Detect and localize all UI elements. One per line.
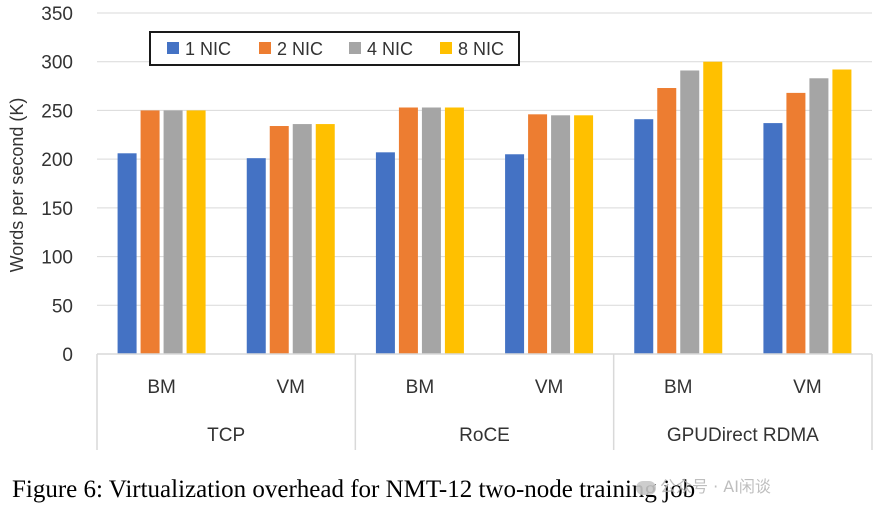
figure-caption: Figure 6: Virtualization overhead for NM… xyxy=(12,476,696,503)
category-label: VM xyxy=(793,377,822,398)
legend-swatch xyxy=(167,42,179,54)
bar-4-nic xyxy=(551,115,571,354)
legend-label: 4 NIC xyxy=(367,39,413,59)
bar-4-nic xyxy=(421,107,441,355)
category-axis: BM VM BM VM BM VM TCP RoCE GPUDirect RDMA xyxy=(96,353,873,450)
bar-8-nic xyxy=(832,69,852,354)
legend-label: 8 NIC xyxy=(458,39,504,59)
y-tick-label: 250 xyxy=(41,101,73,122)
chat-bubble-icon xyxy=(636,480,656,495)
bar-8-nic xyxy=(703,61,723,354)
legend: 1 NIC 2 NIC 4 NIC 8 NIC xyxy=(149,31,520,66)
category-label: VM xyxy=(535,377,564,398)
y-tick-label: 200 xyxy=(41,150,73,171)
bar-2-nic xyxy=(786,92,806,355)
legend-swatch xyxy=(440,42,452,54)
bar-2-nic xyxy=(657,88,677,355)
bar-8-nic xyxy=(574,115,594,354)
category-label: BM xyxy=(406,377,435,398)
category-label: VM xyxy=(277,377,306,398)
watermark: 公众号 · AI闲谈 xyxy=(636,473,771,497)
y-axis-title: Words per second (K) xyxy=(7,98,27,273)
group-label: RoCE xyxy=(459,425,510,446)
bar-8-nic xyxy=(315,124,335,354)
bar-4-nic xyxy=(292,124,312,354)
bars xyxy=(117,61,852,355)
legend-label: 1 NIC xyxy=(185,39,231,59)
bar-2-nic xyxy=(269,126,289,354)
y-tick-label: 300 xyxy=(41,53,73,74)
bar-1-nic xyxy=(505,154,525,354)
bar-1-nic xyxy=(117,153,137,354)
bar-1-nic xyxy=(763,123,783,354)
group-label: TCP xyxy=(207,425,245,446)
bar-1-nic xyxy=(375,152,395,354)
bar-1-nic xyxy=(634,119,654,354)
bar-8-nic xyxy=(444,107,464,355)
y-tick-label: 0 xyxy=(62,345,73,366)
bar-2-nic xyxy=(140,110,160,354)
bar-4-nic xyxy=(809,78,829,354)
bar-8-nic xyxy=(186,110,206,354)
legend-label: 2 NIC xyxy=(277,39,323,59)
y-tick-label: 100 xyxy=(41,248,73,269)
bar-2-nic xyxy=(528,114,548,354)
category-label: BM xyxy=(147,377,176,398)
bar-2-nic xyxy=(398,107,418,355)
legend-box xyxy=(149,31,520,66)
y-tick-label: 50 xyxy=(52,296,73,317)
group-label: GPUDirect RDMA xyxy=(667,425,819,446)
bar-chart: 0 50 100 150 200 250 300 350 Words per second (… xyxy=(7,4,873,450)
watermark-text: 公众号 · AI闲谈 xyxy=(660,477,771,496)
legend-swatch xyxy=(349,42,361,54)
y-tick-label: 350 xyxy=(41,4,73,25)
y-tick-label: 150 xyxy=(41,199,73,220)
bar-4-nic xyxy=(680,70,700,355)
y-axis-ticks: 0 50 100 150 200 250 300 350 xyxy=(41,4,73,366)
category-label: BM xyxy=(664,377,693,398)
legend-swatch xyxy=(259,42,271,54)
bar-1-nic xyxy=(246,158,266,354)
bar-4-nic xyxy=(163,110,183,354)
